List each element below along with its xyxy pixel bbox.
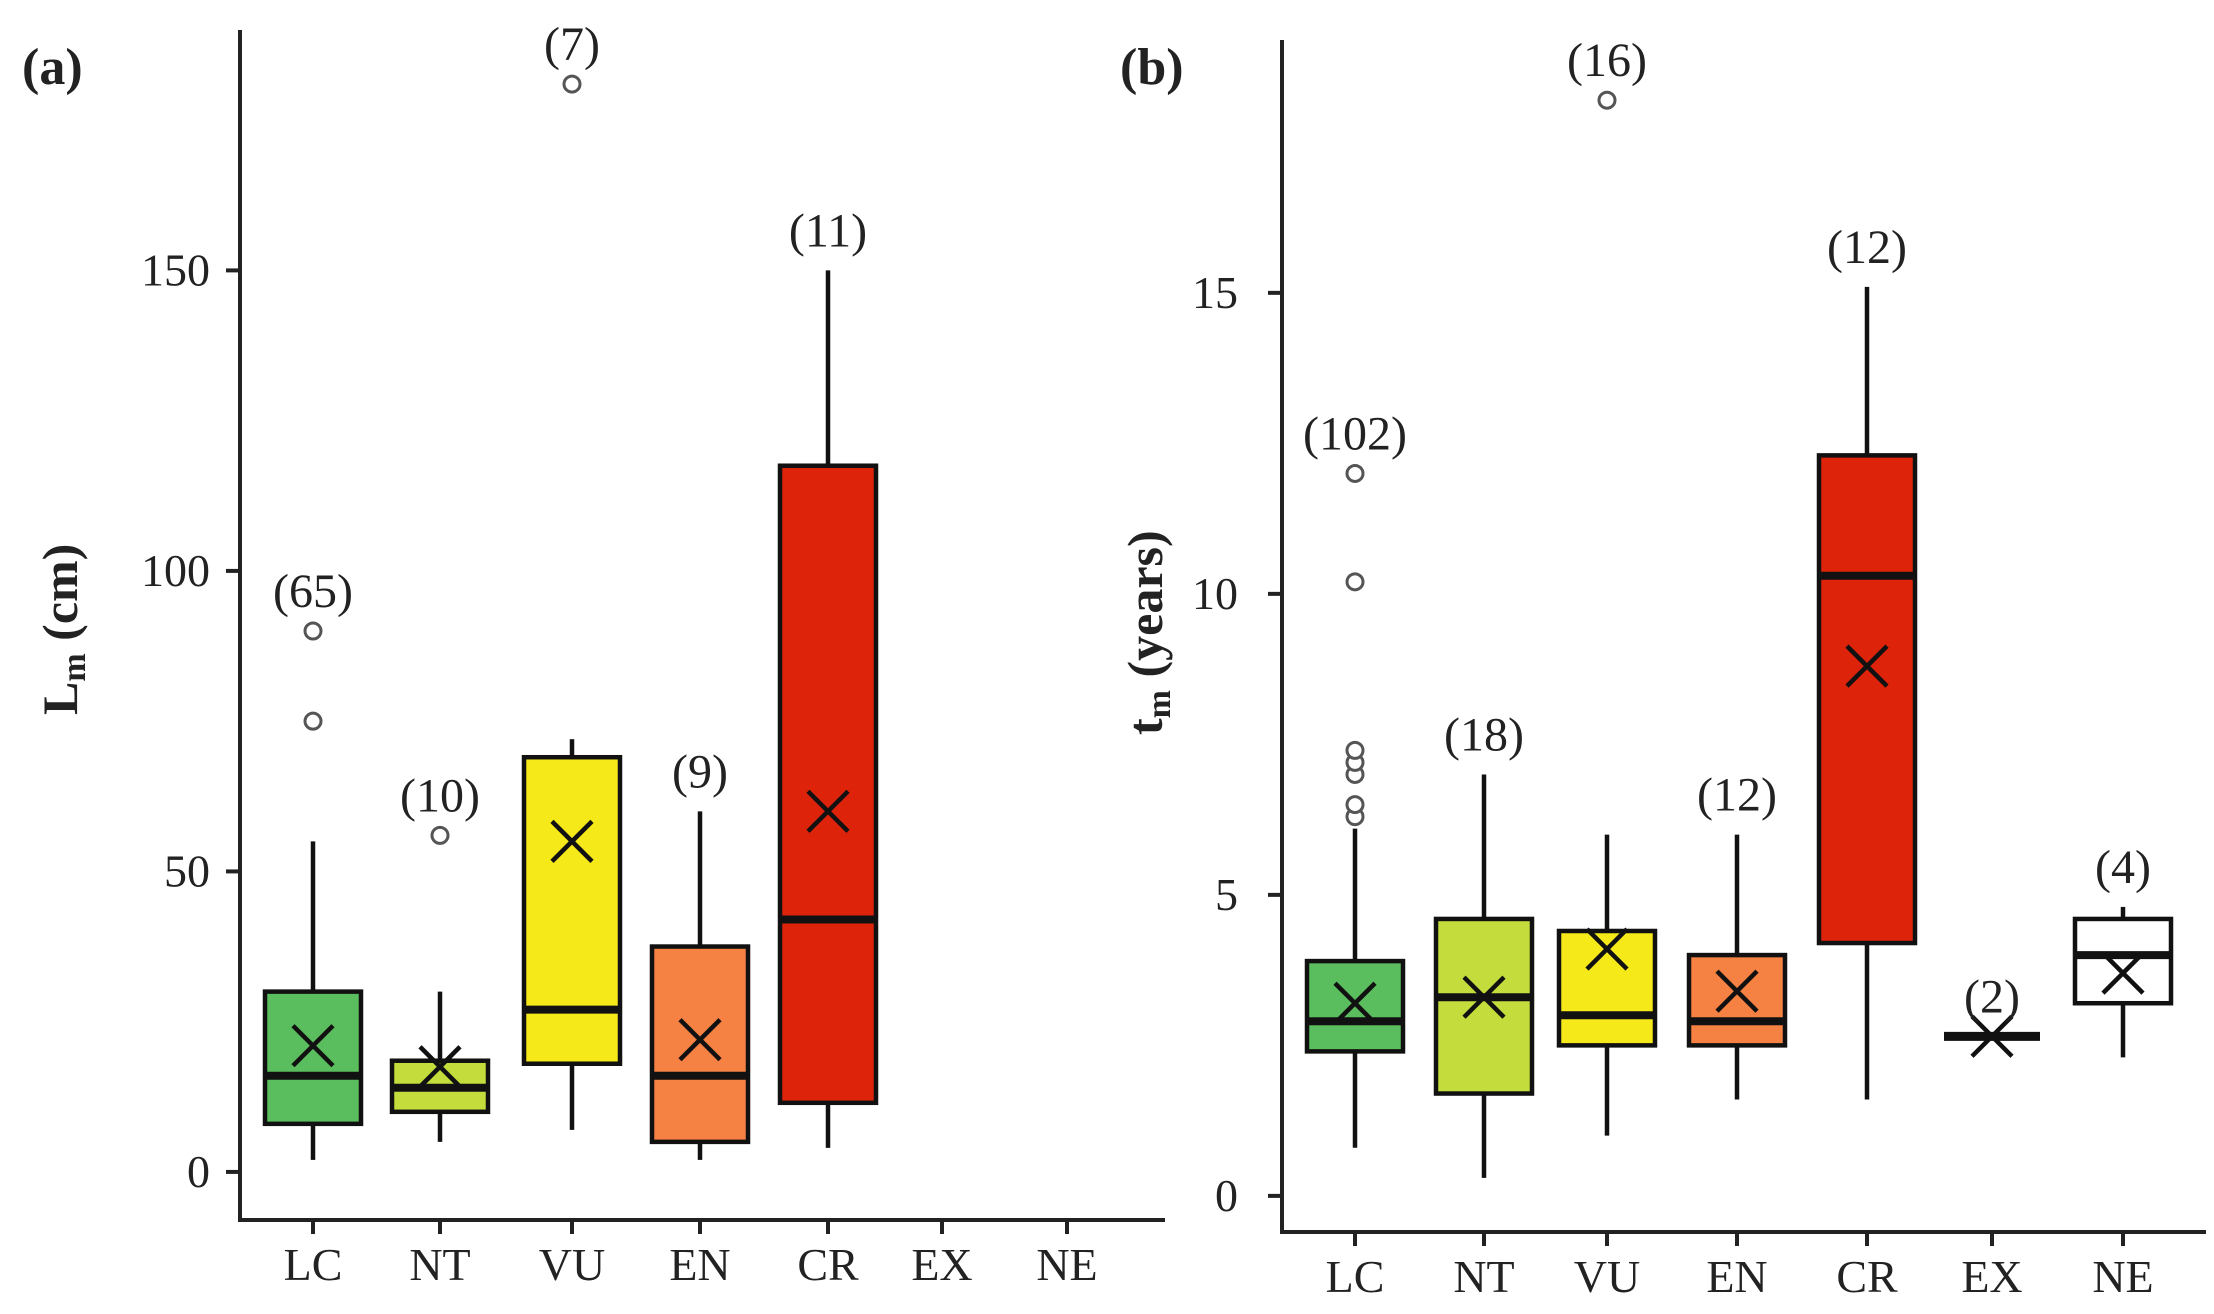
panel-a-mean-marker bbox=[550, 819, 594, 863]
panel-b-mean-marker bbox=[1970, 1014, 2014, 1058]
panel-b-sample-size-label: (2) bbox=[1964, 970, 2020, 1023]
panel-b-box-cr: (12) bbox=[1816, 221, 1918, 1100]
panel-a-category-label: LC bbox=[284, 1239, 343, 1290]
panel-a-ylabel-unit: (cm) bbox=[32, 544, 88, 654]
panel-a-ylabel: Lm (cm) bbox=[32, 544, 93, 715]
panel-a-outlier-point bbox=[303, 621, 323, 641]
panel-a-y-tick-label: 0 bbox=[187, 1146, 210, 1197]
panel-b-outlier-point bbox=[1597, 90, 1617, 110]
panel-a-letter: (a) bbox=[22, 39, 83, 96]
panel-b-category-label: EX bbox=[1961, 1251, 2022, 1302]
panel-a-iqr-box bbox=[649, 944, 751, 1145]
panel-a-y-tick-label: 150 bbox=[141, 244, 210, 295]
panel-b-category-label: EN bbox=[1706, 1251, 1767, 1302]
panel-a-ylabel-main: L bbox=[32, 682, 88, 715]
panel-a-iqr-box bbox=[262, 989, 364, 1127]
panel-b-sample-size-label: (102) bbox=[1303, 407, 1407, 460]
panel-a-y-tick-label: 100 bbox=[141, 545, 210, 596]
panel-b-category-label: VU bbox=[1574, 1251, 1640, 1302]
panel-a-outlier-point bbox=[430, 825, 450, 845]
panel-a-plot-area: 0 50 100 150 LC NT VU EN CR EX NE (65) (10) (7) (9) (11… bbox=[141, 18, 1165, 1290]
panel-b-ylabel-unit: (years) bbox=[1117, 530, 1173, 690]
panel-a-category-label: NE bbox=[1036, 1239, 1097, 1290]
panel-b-mean-marker bbox=[1333, 981, 1377, 1025]
panel-a-box-cr: (11) bbox=[777, 204, 879, 1148]
panel-a-category-label: VU bbox=[539, 1239, 605, 1290]
panel-a-mean-marker bbox=[678, 1018, 722, 1062]
panel-b-iqr-box bbox=[1433, 916, 1535, 1096]
panel-a-sample-size-label: (10) bbox=[400, 769, 480, 822]
panel-b-iqr-box bbox=[1686, 952, 1788, 1048]
panel-a-category-label: NT bbox=[409, 1239, 470, 1290]
panel-b-mean-marker bbox=[2101, 951, 2145, 995]
panel-a-category-label: EX bbox=[911, 1239, 972, 1290]
panel-a-sample-size-label: (7) bbox=[544, 18, 600, 71]
panel-b-box-vu: (16) bbox=[1556, 34, 1658, 1136]
panel-b-box-ex: (2) bbox=[1944, 970, 2040, 1058]
panel-b-ylabel-main: t bbox=[1117, 718, 1173, 735]
panel-a-outlier-point bbox=[303, 711, 323, 731]
panel-b-sample-size-label: (12) bbox=[1827, 221, 1907, 274]
panel-b-mean-marker bbox=[1462, 975, 1506, 1019]
panel-a-mean-marker bbox=[291, 1024, 335, 1068]
panel-b-mean-marker bbox=[1585, 927, 1629, 971]
panel-b: (b) tm (years) 0 5 10 15 LC NT VU EN CR EX NE (102)… bbox=[1117, 34, 2206, 1302]
panel-b-ylabel-sub: m bbox=[1141, 690, 1178, 718]
panel-b-mean-marker bbox=[1845, 644, 1889, 688]
panel-a-y-tick-label: 50 bbox=[164, 845, 210, 896]
panel-b-category-label: LC bbox=[1326, 1251, 1385, 1302]
panel-b-y-tick-label: 15 bbox=[1192, 267, 1238, 318]
panel-a-iqr-box bbox=[777, 463, 879, 1106]
panel-b-box-lc: (102) bbox=[1303, 407, 1407, 1148]
panel-a: (a) Lm (cm) 0 50 100 150 LC NT VU EN CR EX NE (65) (… bbox=[22, 18, 1165, 1290]
panel-b-letter: (b) bbox=[1120, 39, 1184, 96]
panel-b-box-ne: (4) bbox=[2072, 841, 2174, 1058]
panel-a-mean-marker bbox=[806, 789, 850, 833]
panel-b-outlier-point bbox=[1345, 740, 1365, 760]
panel-b-y-tick-label: 0 bbox=[1215, 1170, 1238, 1221]
panel-b-outlier-point bbox=[1345, 463, 1365, 483]
panel-b-sample-size-label: (16) bbox=[1567, 34, 1647, 87]
panel-a-category-label: EN bbox=[669, 1239, 730, 1290]
panel-b-iqr-box bbox=[2072, 916, 2174, 1006]
panel-a-iqr-box bbox=[521, 754, 623, 1066]
panel-a-sample-size-label: (11) bbox=[789, 204, 867, 257]
panel-b-box-nt: (18) bbox=[1433, 708, 1535, 1178]
panel-b-sample-size-label: (12) bbox=[1697, 769, 1777, 822]
panel-b-category-label: CR bbox=[1836, 1251, 1898, 1302]
panel-a-box-nt: (10) bbox=[389, 769, 491, 1142]
panel-b-plot-area: 0 5 10 15 LC NT VU EN CR EX NE (102) (18) (16) (12) (12… bbox=[1192, 34, 2206, 1302]
panel-b-category-label: NT bbox=[1453, 1251, 1514, 1302]
panel-a-outlier-point bbox=[562, 74, 582, 94]
panel-b-sample-size-label: (4) bbox=[2095, 841, 2151, 894]
panel-b-category-label: NE bbox=[2092, 1251, 2153, 1302]
panel-b-iqr-box bbox=[1816, 453, 1918, 946]
panel-b-outlier-point bbox=[1345, 795, 1365, 815]
panel-a-mean-marker bbox=[418, 1045, 462, 1089]
panel-a-category-label: CR bbox=[797, 1239, 859, 1290]
panel-b-box-en: (12) bbox=[1686, 769, 1788, 1100]
panel-b-ylabel: tm (years) bbox=[1117, 530, 1178, 735]
panel-b-mean-marker bbox=[1715, 969, 1759, 1013]
panel-a-box-vu: (7) bbox=[521, 18, 623, 1130]
panel-a-sample-size-label: (9) bbox=[672, 745, 728, 798]
panel-a-box-lc: (65) bbox=[262, 565, 364, 1160]
panel-b-y-tick-label: 10 bbox=[1192, 568, 1238, 619]
panel-b-outlier-point bbox=[1345, 572, 1365, 592]
panel-b-y-tick-label: 5 bbox=[1215, 869, 1238, 920]
panel-a-sample-size-label: (65) bbox=[273, 565, 353, 618]
panel-a-box-en: (9) bbox=[649, 745, 751, 1160]
panel-b-sample-size-label: (18) bbox=[1444, 708, 1524, 761]
panel-a-ylabel-sub: m bbox=[56, 653, 93, 681]
